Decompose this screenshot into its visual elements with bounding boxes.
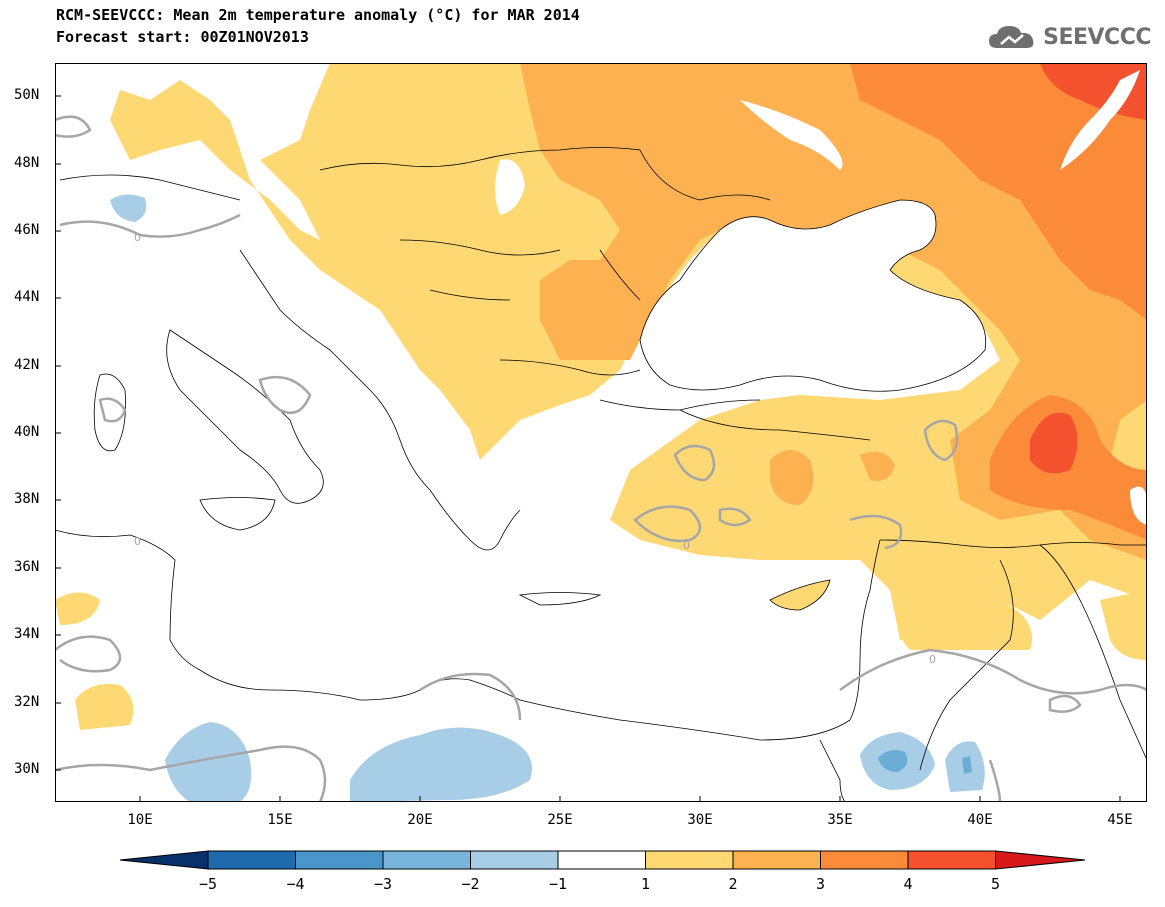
lat-tick-label: 50N (14, 87, 40, 103)
lon-tick-label: 30E (687, 812, 713, 828)
colorbar-segment (382, 850, 471, 870)
contour-label: 0 (134, 231, 141, 244)
colorbar-label: 3 (815, 875, 826, 893)
country-borders (55, 147, 1147, 802)
colorbar-label: −3 (373, 875, 393, 893)
anomaly-area-minus2-e (110, 194, 147, 222)
anomaly-area-plus1-f (1100, 590, 1147, 660)
colorbar-label: 4 (903, 875, 913, 893)
lon-tick-label: 20E (407, 812, 433, 828)
anomaly-area-plus4-b (1030, 412, 1078, 474)
anomaly-area-plus2-b (770, 450, 814, 505)
anomaly-area-plus1-b (734, 427, 893, 528)
lon-tick-label: 25E (547, 812, 573, 828)
colorbar-segment (295, 850, 384, 870)
colorbar-label: −1 (548, 875, 568, 893)
anomaly-area-plus1-c (896, 590, 1032, 650)
colorbar-label: 5 (990, 875, 1001, 893)
colorbar-segment (470, 850, 559, 870)
contour-label: 0 (134, 535, 141, 548)
lat-tick-label: 34N (14, 626, 40, 642)
lat-tick-label: 40N (14, 424, 40, 440)
lat-tick-label: 32N (14, 694, 40, 710)
anomaly-area-minus3-b (962, 756, 972, 774)
italy (166, 329, 324, 504)
neutral-patch-c (495, 159, 525, 215)
colorbar-label: −5 (198, 875, 218, 893)
lat-tick-label: 48N (14, 155, 40, 171)
colorbar-label: −2 (461, 875, 480, 893)
lon-tick-label: 35E (827, 812, 853, 828)
colorbar-label: −4 (286, 875, 305, 893)
lat-tick-label: 42N (14, 357, 40, 373)
sicily (199, 497, 276, 531)
colorbar-segment (557, 850, 646, 870)
anomaly-area-plus2 (520, 63, 1147, 560)
colorbar-segment (645, 850, 734, 870)
lon-tick-label: 15E (267, 812, 293, 828)
colorbar-segment (732, 850, 821, 870)
neutral-patch (740, 100, 843, 170)
anomaly-area-minus2 (350, 727, 532, 802)
lat-tick-label: 30N (14, 761, 40, 777)
colorbar (119, 850, 1086, 870)
lon-tick-label: 45E (1107, 812, 1133, 828)
anomaly-area-plus3 (850, 63, 1147, 320)
colorbar-arrow-low (119, 850, 209, 870)
neutral-patch-b (1060, 70, 1140, 170)
contour-label: 0 (683, 539, 690, 552)
anomaly-field: 0 0 0 0 (55, 63, 1147, 802)
anomaly-area-minus3 (878, 750, 908, 772)
lat-tick-label: 38N (14, 491, 40, 507)
neutral-patch-d (1130, 486, 1147, 525)
cyprus (769, 579, 831, 611)
map-frame (55, 63, 1147, 802)
colorbar-segment (907, 850, 996, 870)
contour-label: 0 (929, 653, 936, 666)
anomaly-area-plus1-d (75, 684, 134, 730)
colorbar-label: 1 (640, 875, 651, 893)
colorbar-arrow-high (995, 850, 1086, 870)
lat-tick-label: 36N (14, 559, 40, 575)
crete (518, 592, 602, 606)
map-title: RCM-SEEVCCC: Mean 2m temperature anomaly… (56, 6, 580, 24)
cloud-icon (989, 26, 1034, 48)
lat-tick-label: 46N (14, 222, 40, 238)
forecast-start-label: Forecast start: 00Z01NOV2013 (56, 28, 309, 46)
colorbar-segment (207, 850, 296, 870)
lon-tick-label: 40E (967, 812, 993, 828)
anomaly-area-minus2-b (165, 722, 252, 802)
anomaly-area-plus1-e (55, 592, 100, 625)
lon-tick-label: 10E (127, 812, 153, 828)
lat-tick-label: 44N (14, 289, 40, 305)
logo-text: SEEVCCC (1043, 24, 1151, 50)
colorbar-label: 2 (728, 875, 738, 893)
colorbar-segment (820, 850, 909, 870)
seevccc-logo: SEEVCCC (987, 22, 1151, 52)
anomaly-area-plus2-c (860, 451, 895, 481)
zero-contours (55, 115, 1147, 802)
black-sea (639, 199, 987, 392)
sardinia (93, 373, 126, 452)
